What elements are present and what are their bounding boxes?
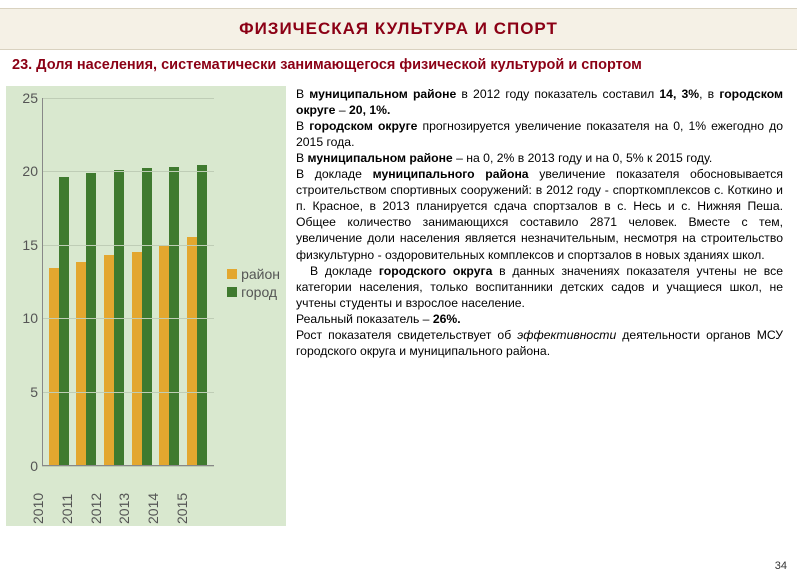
bar-group	[159, 167, 179, 466]
bar-город	[197, 165, 207, 465]
legend-item: район	[227, 266, 280, 282]
y-tick-label: 25	[8, 90, 38, 106]
grid-line	[42, 392, 214, 393]
chart-bars	[42, 98, 214, 466]
page-title: ФИЗИЧЕСКАЯ КУЛЬТУРА И СПОРТ	[239, 19, 558, 39]
paragraph: Реальный показатель – 26%.	[296, 311, 783, 327]
paragraph: В докладе городского округа в данных зна…	[296, 263, 783, 311]
y-tick-label: 15	[8, 237, 38, 253]
chart-column: 201020112012201320142015 район город 0 5 10…	[6, 86, 286, 526]
legend-label: район	[241, 266, 280, 282]
y-tick-label: 0	[8, 458, 38, 474]
legend-swatch	[227, 287, 237, 297]
title-band: ФИЗИЧЕСКАЯ КУЛЬТУРА И СПОРТ	[0, 8, 797, 50]
grid-line	[42, 318, 214, 319]
body-text: В муниципальном районе в 2012 году показ…	[296, 86, 787, 526]
chart-x-labels: 201020112012201320142015	[42, 470, 214, 522]
legend-item: город	[227, 284, 280, 300]
legend-swatch	[227, 269, 237, 279]
chart-plot	[42, 98, 214, 466]
bar-город	[59, 177, 69, 466]
legend-label: город	[241, 284, 277, 300]
grid-line	[42, 171, 214, 172]
bar-район	[187, 237, 197, 465]
y-tick-label: 10	[8, 310, 38, 326]
bar-group	[187, 165, 207, 465]
paragraph: В муниципальном районе в 2012 году показ…	[296, 86, 783, 118]
grid-line	[42, 245, 214, 246]
page-number: 34	[775, 560, 787, 572]
grid-line	[42, 466, 214, 467]
bar-город	[169, 167, 179, 466]
bar-район	[132, 252, 142, 465]
bar-район	[49, 268, 59, 465]
chart-legend: район город	[227, 266, 280, 302]
grid-line	[42, 98, 214, 99]
bar-город	[142, 168, 152, 465]
bar-район	[104, 255, 114, 465]
content-row: 201020112012201320142015 район город 0 5 10…	[0, 86, 797, 526]
bar-район	[76, 262, 86, 465]
bar-район	[159, 245, 169, 466]
section-subtitle: 23. Доля населения, систематически заним…	[0, 50, 797, 86]
y-tick-label: 20	[8, 163, 38, 179]
bar-group	[132, 168, 152, 465]
bar-group	[49, 177, 69, 466]
y-tick-label: 5	[8, 384, 38, 400]
bar-chart: 201020112012201320142015 район город 0 5 10…	[6, 86, 286, 526]
paragraph: В докладе муниципального района увеличен…	[296, 166, 783, 263]
paragraph: В городском округе прогнозируется увелич…	[296, 118, 783, 150]
x-tick-label: 2015	[174, 504, 226, 524]
paragraph: Рост показателя свидетельствует об эффек…	[296, 327, 783, 359]
paragraph: В муниципальном районе – на 0, 2% в 2013…	[296, 150, 783, 166]
